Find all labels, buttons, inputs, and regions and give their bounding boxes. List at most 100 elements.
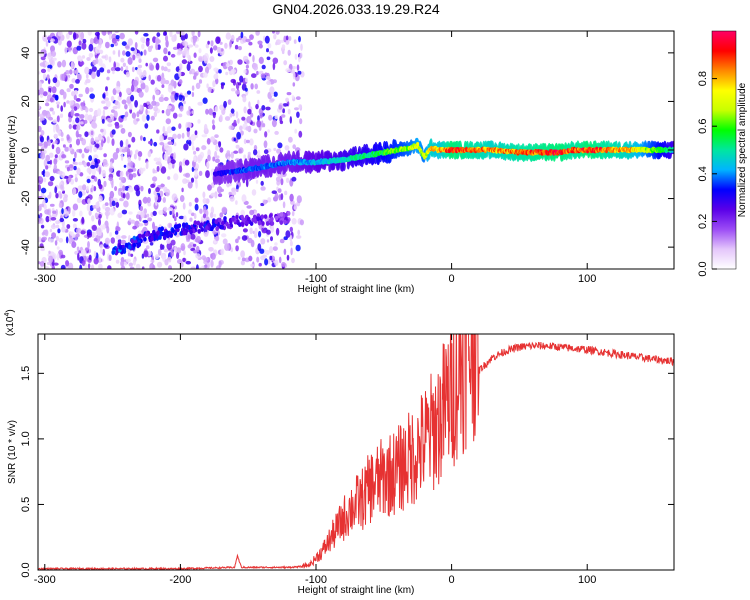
spectrogram-noise-cell	[117, 101, 121, 110]
spectrogram-noise-cell	[151, 100, 157, 106]
spectrogram-noise-cell	[64, 146, 69, 152]
spectrogram-noise-cell	[118, 124, 123, 128]
spectrogram-noise-cell	[121, 235, 127, 239]
spectrogram-noise-cell	[174, 205, 177, 210]
spectrogram-noise-cell	[123, 116, 128, 121]
spectrogram-noise-cell	[291, 95, 295, 99]
spectrogram-noise-cell	[281, 262, 286, 267]
spectrogram-branch-cell	[160, 226, 164, 232]
spectrogram-noise-cell	[49, 228, 53, 233]
spectrogram-noise-cell	[98, 218, 101, 226]
spectrogram-noise-cell	[98, 214, 102, 219]
spectrogram-noise-cell	[203, 206, 207, 214]
spectrogram-noise-cell	[258, 43, 263, 49]
spectrogram-noise-cell	[160, 77, 166, 85]
spectrogram-noise-cell	[106, 118, 112, 122]
spectrogram-noise-cell	[152, 221, 155, 230]
spectrogram-branch-cell	[132, 242, 137, 248]
spectrogram-noise-cell	[251, 189, 257, 196]
spectrogram-noise-cell	[111, 200, 116, 207]
spectrogram-noise-cell	[98, 146, 103, 151]
spectrogram-noise-cell	[57, 228, 61, 234]
spectrogram-noise-cell	[212, 124, 216, 130]
spectrogram-noise-cell	[65, 260, 70, 267]
spectrogram-noise-cell	[127, 156, 131, 164]
spectrogram-noise-cell	[203, 123, 208, 132]
spectrogram-noise-cell	[95, 136, 100, 141]
spectrogram-noise-cell	[127, 144, 131, 148]
spectrogram-noise-cell	[249, 227, 253, 235]
spectrogram-noise-cell	[47, 181, 54, 187]
spectrogram-noise-cell	[100, 139, 104, 148]
spectrogram-noise-cell	[125, 71, 130, 78]
spectrogram-noise-cell	[166, 239, 171, 244]
spectrogram-noise-cell	[137, 151, 143, 158]
spectrogram-noise-cell	[230, 88, 236, 92]
spectrogram-noise-cell	[70, 231, 74, 236]
spectrogram-noise-cell	[184, 92, 189, 98]
spectrogram-noise-cell	[65, 32, 70, 40]
spectrogram-noise-cell	[290, 69, 295, 74]
spectrogram-noise-cell	[71, 78, 76, 83]
spectrogram-noise-cell	[247, 151, 251, 156]
spectrogram-noise-cell	[230, 78, 236, 84]
spectrogram-noise-cell	[111, 37, 117, 44]
spectrogram-noise-cell	[74, 113, 80, 117]
spectrogram-noise-cell	[79, 264, 83, 269]
spectrogram-noise-cell	[129, 150, 133, 156]
spectrogram-noise-cell	[147, 217, 153, 222]
spectrogram-noise-cell	[243, 69, 247, 74]
spectrogram-noise-cell	[86, 203, 91, 212]
spectrogram-noise-cell	[241, 235, 248, 241]
spectrogram-noise-cell	[213, 73, 219, 80]
spectrogram-noise-cell	[56, 246, 60, 250]
spectrogram-noise-cell	[55, 193, 59, 199]
spectrogram-noise-cell	[157, 44, 161, 50]
spectrogram-noise-cell	[236, 131, 242, 140]
spectrogram-noise-cell	[105, 86, 108, 92]
spectrogram-noise-cell	[229, 112, 233, 118]
spectrogram-noise-cell	[282, 108, 285, 114]
spectrogram-noise-cell	[129, 266, 135, 269]
spectrogram-noise-cell	[85, 73, 89, 79]
spectrogram-noise-cell	[259, 113, 263, 119]
spectrogram-noise-cell	[183, 143, 189, 151]
spectrogram-noise-cell	[257, 243, 262, 252]
spectrogram-noise-cell	[272, 62, 276, 71]
spectrogram-noise-cell	[135, 263, 141, 269]
spectrogram-noise-cell	[173, 152, 177, 160]
spectrogram-noise-cell	[142, 198, 147, 203]
spectrogram-noise-cell	[222, 238, 228, 245]
spectrogram-noise-cell	[55, 235, 60, 241]
spectrogram-noise-cell	[258, 56, 264, 64]
spectrogram-noise-cell	[163, 31, 167, 36]
spectrogram-noise-cell	[120, 260, 124, 267]
spectrogram-noise-cell	[94, 160, 99, 169]
spectrogram-noise-cell	[274, 192, 279, 200]
spectrogram-noise-cell	[101, 31, 107, 36]
spectrogram-noise-cell	[42, 73, 47, 80]
spectrogram-noise-cell	[70, 109, 75, 117]
spectrogram-branch-cell	[279, 220, 284, 226]
spectrogram-noise-cell	[115, 67, 121, 72]
spectrogram-noise-cell	[212, 111, 216, 119]
colorbar-tick-label: 0.6	[697, 119, 709, 134]
y-tick-label: 0.0	[20, 562, 32, 577]
spectrogram-noise-cell	[148, 188, 151, 194]
spectrogram-noise-cell	[38, 142, 43, 147]
spectrogram-noise-cell	[156, 32, 161, 37]
spectrogram-noise-cell	[76, 197, 82, 204]
spectrogram-noise-cell	[195, 147, 200, 152]
spectrogram-noise-cell	[58, 237, 64, 243]
spectrogram-noise-cell	[206, 83, 209, 89]
spectrogram-noise-cell	[48, 152, 54, 158]
spectrogram-noise-cell	[248, 52, 252, 57]
spectrogram-noise-cell	[88, 43, 94, 52]
spectrogram-noise-cell	[182, 40, 186, 46]
spectrogram-noise-cell	[86, 167, 92, 174]
spectrogram-ridge-core	[416, 142, 420, 146]
spectrogram-noise-cell	[270, 236, 273, 242]
spectrogram-noise-cell	[275, 227, 280, 236]
spectrogram-noise-cell	[202, 191, 206, 199]
spectrogram-noise-cell	[99, 67, 105, 73]
